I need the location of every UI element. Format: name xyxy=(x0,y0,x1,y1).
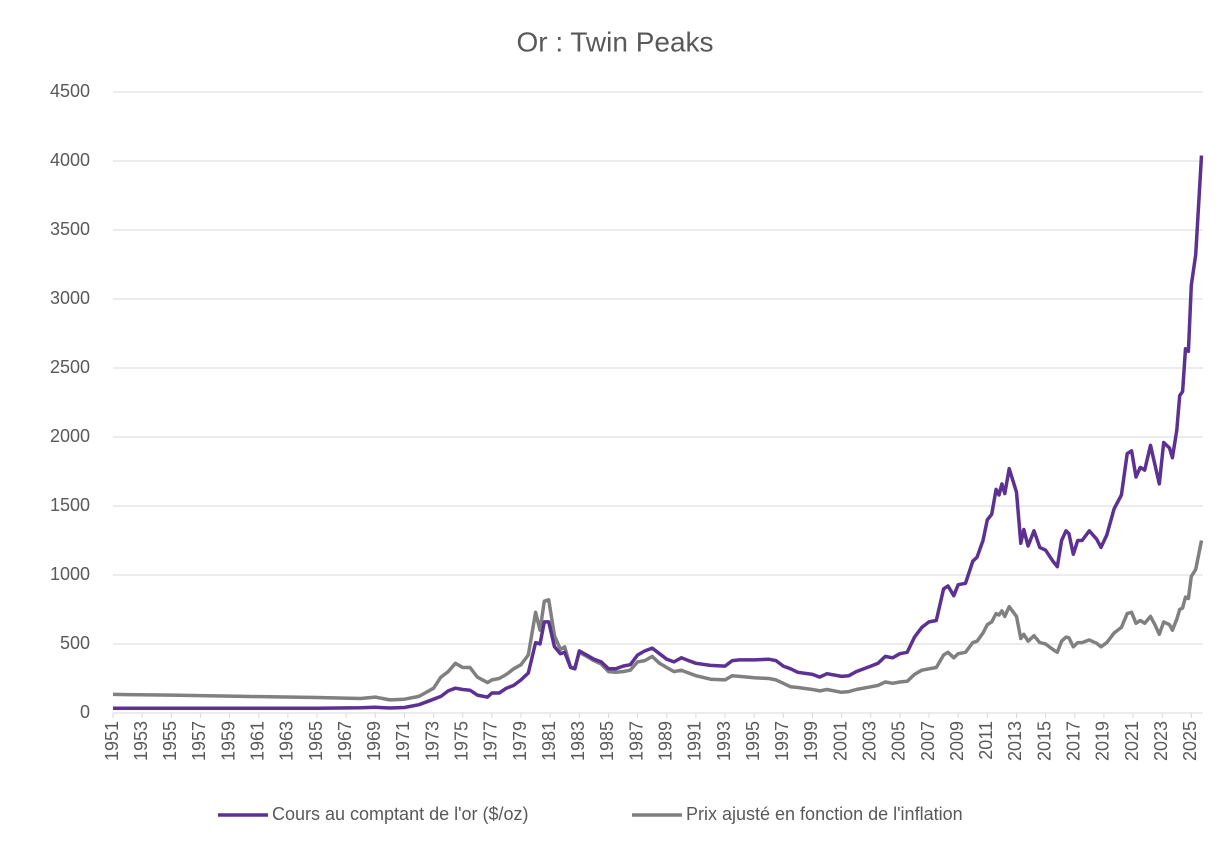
x-tick-label: 1997 xyxy=(772,721,792,761)
x-tick-label: 1991 xyxy=(685,721,705,761)
x-tick-label: 2025 xyxy=(1180,721,1200,761)
x-tick-label: 2001 xyxy=(830,721,850,761)
y-tick-label: 2500 xyxy=(50,357,90,377)
x-tick-label: 2021 xyxy=(1122,721,1142,761)
y-tick-label: 4000 xyxy=(50,150,90,170)
x-tick-label: 2023 xyxy=(1151,721,1171,761)
x-tick-label: 2007 xyxy=(918,721,938,761)
y-tick-label: 3500 xyxy=(50,219,90,239)
y-tick-label: 4500 xyxy=(50,81,90,101)
legend-label: Prix ajusté en fonction de l'inflation xyxy=(686,804,963,824)
x-tick-label: 1961 xyxy=(247,721,267,761)
x-tick-label: 1983 xyxy=(568,721,588,761)
x-tick-label: 1975 xyxy=(451,721,471,761)
x-tick-label: 1971 xyxy=(393,721,413,761)
x-tick-label: 2013 xyxy=(1005,721,1025,761)
x-tick-label: 2015 xyxy=(1034,721,1054,761)
series-line xyxy=(113,155,1204,710)
x-tick-label: 1969 xyxy=(364,721,384,761)
x-tick-label: 1999 xyxy=(801,721,821,761)
x-tick-label: 1981 xyxy=(539,721,559,761)
y-tick-label: 1500 xyxy=(50,495,90,515)
x-tick-label: 1955 xyxy=(160,721,180,761)
x-tick-label: 2019 xyxy=(1093,721,1113,761)
chart-title: Or : Twin Peaks xyxy=(516,26,713,57)
x-tick-label: 1987 xyxy=(626,721,646,761)
x-tick-label: 1973 xyxy=(422,721,442,761)
x-tick-label: 1989 xyxy=(655,721,675,761)
x-tick-label: 1967 xyxy=(335,721,355,761)
x-tick-label: 1957 xyxy=(189,721,209,761)
x-tick-label: 2017 xyxy=(1064,721,1084,761)
x-tick-label: 1953 xyxy=(131,721,151,761)
x-tick-label: 1985 xyxy=(597,721,617,761)
y-tick-label: 500 xyxy=(60,633,90,653)
x-tick-label: 2005 xyxy=(889,721,909,761)
y-tick-label: 2000 xyxy=(50,426,90,446)
series-line xyxy=(112,540,1204,702)
x-tick-label: 1963 xyxy=(277,721,297,761)
x-tick-label: 1959 xyxy=(218,721,238,761)
x-tick-label: 2011 xyxy=(976,721,996,760)
y-tick-label: 3000 xyxy=(50,288,90,308)
y-tick-label: 0 xyxy=(80,702,90,722)
x-tick-label: 2003 xyxy=(860,721,880,761)
x-tick-label: 1993 xyxy=(714,721,734,761)
legend-label: Cours au comptant de l'or ($/oz) xyxy=(272,804,529,824)
x-tick-label: 1951 xyxy=(102,721,122,761)
x-tick-label: 1965 xyxy=(306,721,326,761)
x-tick-label: 1977 xyxy=(481,721,501,761)
x-tick-label: 2009 xyxy=(947,721,967,761)
y-tick-label: 1000 xyxy=(50,564,90,584)
x-tick-label: 1995 xyxy=(743,721,763,761)
x-tick-label: 1979 xyxy=(510,721,530,761)
